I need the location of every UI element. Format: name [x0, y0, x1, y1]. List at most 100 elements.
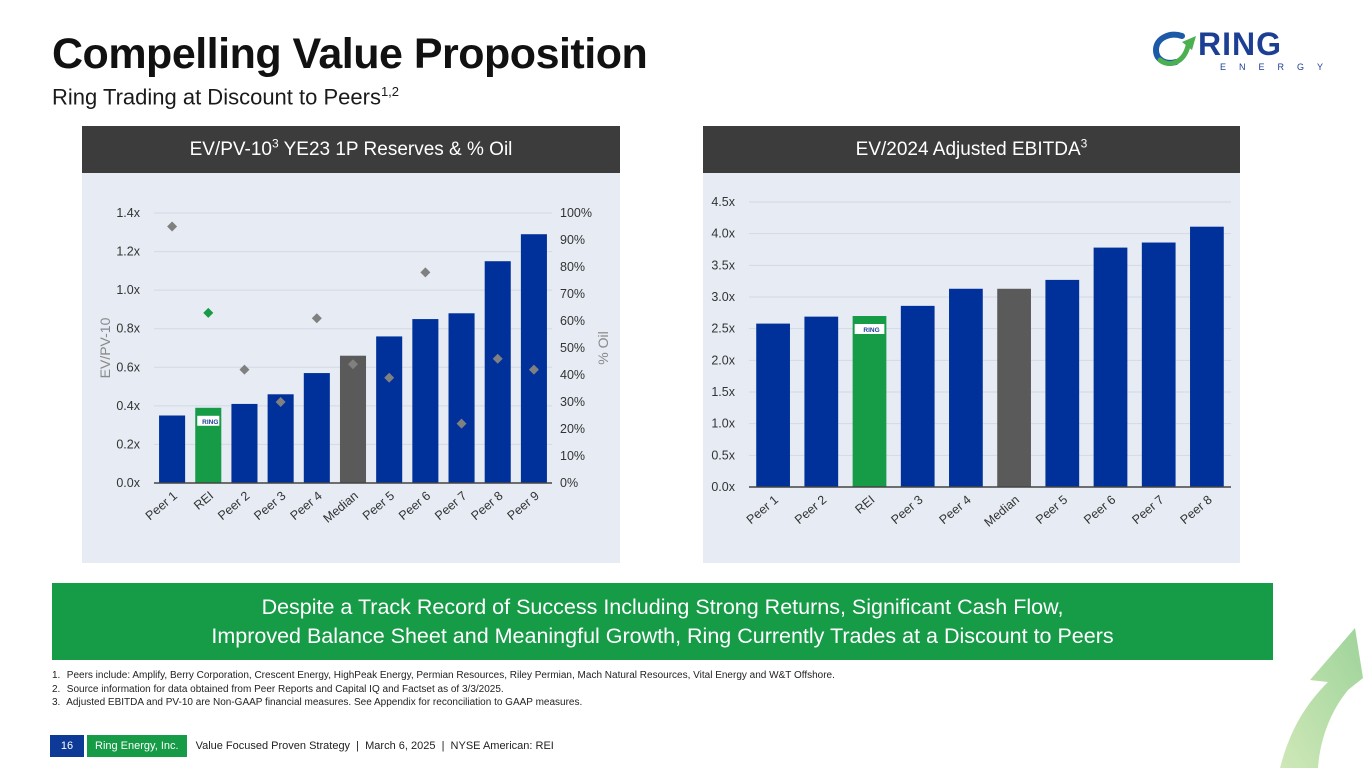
y-tick-label: 3.0x [711, 290, 735, 304]
ev-pv10-chart-panel: EV/PV-103 YE23 1P Reserves & % Oil 0.0x 0… [82, 126, 620, 563]
ev-pv10-title-main: EV/PV-10 [189, 139, 272, 160]
footnote: 1. Peers include: Amplify, Berry Corpora… [52, 669, 835, 683]
oil-diamond-peer-9 [528, 364, 539, 375]
oil-diamond-peer-2 [239, 364, 250, 375]
ev-ebitda-chart-title: EV/2024 Adjusted EBITDA3 [703, 126, 1240, 173]
bar-peer-5 [1045, 279, 1080, 487]
subtitle-footnote-ref: 1,2 [380, 84, 400, 99]
y-tick-label: 2.5x [711, 322, 735, 336]
bar-peer-4 [949, 288, 983, 487]
ring-arrow-logo-icon [1152, 31, 1196, 66]
footnote-text: Adjusted EBITDA and PV-10 are Non-GAAP f… [66, 697, 583, 708]
bar-peer-1 [159, 415, 186, 483]
footnotes: 1. Peers include: Amplify, Berry Corpora… [52, 669, 835, 710]
ev-pv10-title-rest: YE23 1P Reserves & % Oil [278, 139, 513, 160]
y2-axis-title: % Oil [595, 331, 611, 364]
footnote-text: Peers include: Amplify, Berry Corporatio… [66, 670, 835, 681]
y2-tick-label: 30% [560, 395, 585, 409]
y-tick-label: 1.2x [116, 245, 140, 259]
banner-line-2: Improved Balance Sheet and Meaningful Gr… [211, 624, 1114, 648]
y2-tick-label: 60% [560, 314, 585, 328]
footer-text: Value Focused Proven Strategy | March 6,… [195, 740, 554, 752]
x-tick-label: Peer 9 [505, 489, 542, 523]
y2-tick-label: 20% [560, 422, 585, 436]
bar-peer-1 [756, 323, 790, 487]
bar-peer-6 [1093, 247, 1128, 487]
x-tick-label: Peer 7 [432, 489, 469, 523]
rei-logo-background [197, 415, 220, 426]
bar-peer-8 [484, 261, 511, 483]
y-tick-label: 3.5x [711, 258, 735, 272]
logo-wordmark: RING [1198, 26, 1282, 62]
page-number: 16 [50, 735, 84, 757]
y2-tick-label: 50% [560, 341, 585, 355]
oil-diamond-peer-3 [275, 397, 286, 407]
bar-peer-9 [520, 234, 547, 483]
x-tick-label: Peer 2 [792, 493, 829, 527]
y-tick-label: 4.5x [711, 195, 735, 209]
y-tick-label: 0.2x [116, 437, 140, 451]
y-tick-label: 0.5x [711, 448, 735, 462]
ev-ebitda-title-sup: 3 [1080, 136, 1088, 151]
rei-bar-logo: RING [197, 415, 220, 426]
footnote: 2. Source information for data obtained … [52, 683, 835, 697]
x-tick-label: Peer 5 [360, 489, 397, 523]
footnote: 3. Adjusted EBITDA and PV-10 are Non-GAA… [52, 696, 835, 710]
bar-peer-5 [376, 336, 403, 483]
growth-arrow-icon [1280, 628, 1363, 768]
ev-pv10-chart: 0.0x 0.2x 0.4x 0.6x 0.8x 1.0x 1.2x 1.4x 0% 10% 20%… [97, 206, 611, 526]
x-tick-label: Peer 8 [1178, 493, 1215, 527]
y-axis-title: EV/PV-10 [97, 317, 113, 378]
oil-diamond-median [348, 359, 358, 370]
subtitle-text: Ring Trading at Discount to Peers [52, 84, 381, 110]
bar-peer-7 [1141, 242, 1176, 487]
oil-diamond-peer-7 [456, 418, 467, 429]
y-tick-label: 0.4x [116, 399, 140, 413]
bar-median [997, 288, 1031, 487]
bar-peer-4 [303, 373, 330, 483]
slide-footer: 16 Ring Energy, Inc. Value Focused Prove… [50, 735, 554, 757]
oil-diamond-peer-6 [420, 267, 431, 278]
bar-peer-7 [448, 313, 475, 483]
y-tick-label: 1.4x [116, 206, 140, 220]
x-tick-label: REI [191, 489, 216, 513]
x-tick-label: Peer 7 [1129, 493, 1166, 527]
y-tick-label: 0.0x [711, 480, 735, 494]
y-tick-label: 4.0x [711, 227, 735, 241]
value-banner: Despite a Track Record of Success Includ… [52, 583, 1273, 660]
bar-peer-3 [267, 394, 294, 483]
footnote-number: 3. [52, 697, 61, 708]
footnote-number: 2. [52, 683, 61, 695]
ev-pv10-chart-title: EV/PV-103 YE23 1P Reserves & % Oil [82, 126, 620, 173]
y-tick-label: 0.0x [116, 476, 140, 490]
ring-energy-logo: RING ENERGY [1152, 26, 1323, 76]
bar-peer-8 [1190, 226, 1224, 487]
y-tick-label: 1.0x [711, 417, 735, 431]
y2-tick-label: 90% [560, 233, 585, 247]
bar-peer-2 [231, 403, 258, 483]
y2-tick-label: 70% [560, 287, 585, 301]
y2-tick-label: 100% [560, 206, 592, 220]
bar-peer-2 [804, 316, 839, 487]
company-name: Ring Energy, Inc. [87, 735, 187, 757]
rei-logo-text: RING [202, 419, 218, 426]
x-tick-label: Median [982, 493, 1022, 530]
x-tick-label: Peer 4 [288, 489, 325, 523]
page-subtitle: Ring Trading at Discount to Peers1,2 [52, 84, 399, 110]
bar-rei [852, 316, 887, 487]
y-tick-label: 2.0x [711, 353, 735, 367]
oil-diamond-peer-1 [167, 221, 178, 232]
oil-diamond-peer-4 [311, 313, 322, 324]
y2-tick-label: 80% [560, 260, 585, 274]
x-tick-label: Peer 6 [1081, 493, 1118, 527]
x-tick-label: Peer 3 [251, 489, 288, 523]
banner-line-1: Despite a Track Record of Success Includ… [261, 595, 1064, 619]
x-tick-label: Peer 1 [744, 493, 781, 527]
bar-median [339, 355, 367, 483]
y-tick-label: 1.5x [711, 385, 735, 399]
x-tick-label: REI [852, 493, 877, 517]
footnote-number: 1. [52, 670, 61, 681]
rei-logo-background [854, 324, 885, 334]
oil-diamond-peer-8 [492, 353, 503, 364]
x-tick-label: Peer 5 [1033, 493, 1070, 527]
